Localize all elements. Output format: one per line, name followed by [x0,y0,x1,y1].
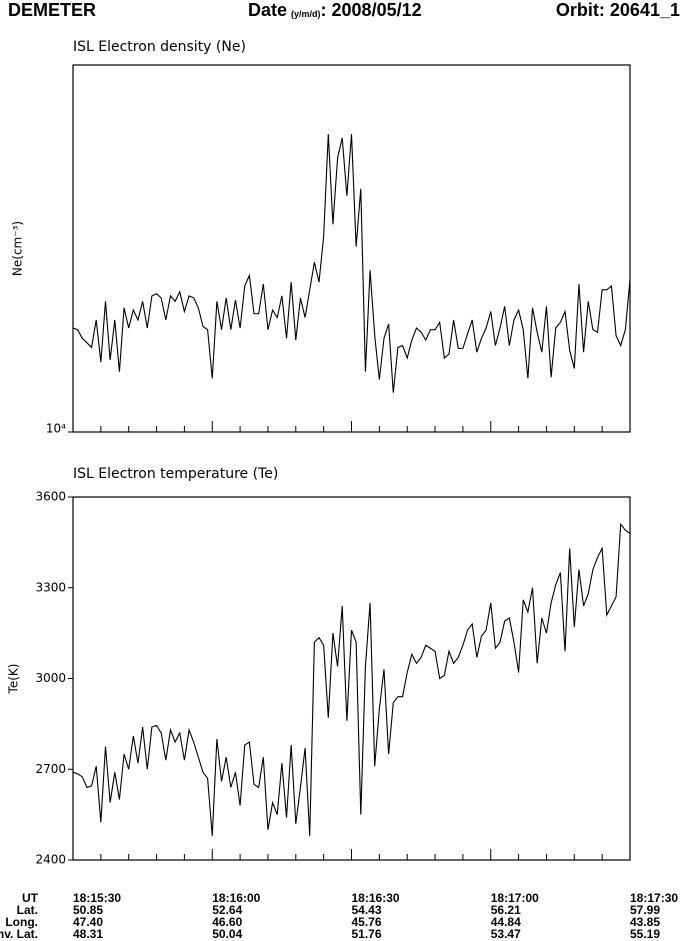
y-tick-label: 3000 [35,671,66,685]
table-cell: 44.84 [491,915,521,929]
date-label: Date [248,0,287,20]
table-cell: 45.76 [352,915,382,929]
x-tick-label: 18:16:00 [212,891,260,905]
table-cell: 54.43 [352,903,382,917]
table-cell: 57.99 [630,903,660,917]
y-tick-label: 3300 [35,580,66,594]
table-cell: 50.85 [73,903,103,917]
x-tick-label: 18:17:00 [491,891,539,905]
table-cell: 55.19 [630,927,660,941]
data-line [72,134,631,393]
table-cell: 46.60 [212,915,242,929]
table-row-label: Inv. Lat. [0,927,38,941]
table-row-label: Long. [5,915,38,929]
app-title: DEMETER [8,0,96,20]
x-tick-label: 18:16:30 [352,891,400,905]
y-tick-label: 10⁴ [46,422,66,436]
data-line [72,522,631,836]
table-row-label: Lat. [17,903,38,917]
table-cell: 48.31 [73,927,103,941]
table-cell: 53.47 [491,927,521,941]
orbit: Orbit: 20641_1 [556,0,680,20]
y-tick-label: 2700 [35,762,66,776]
date: Date (y/m/d): 2008/05/12 [248,0,422,20]
table-cell: 52.64 [212,903,242,917]
table-row-label: UT [22,891,39,905]
table-cell: 43.85 [630,915,660,929]
y-axis-label: Te(K) [7,664,21,695]
table-cell: 50.04 [212,927,242,941]
table-cell: 47.40 [73,915,103,929]
y-tick-label: 2400 [35,853,66,867]
y-tick-label: 3600 [35,490,66,504]
table-cell: 51.76 [352,927,382,941]
date-value: : 2008/05/12 [321,0,422,20]
panel-title: ISL Electron density (Ne) [73,39,246,55]
plot-frame [72,64,631,433]
date-format: (y/m/d) [291,9,321,19]
panel-title: ISL Electron temperature (Te) [73,466,278,482]
x-tick-label: 18:17:30 [630,891,678,905]
y-axis-label: Ne(cm⁻³) [11,221,25,276]
x-tick-label: 18:15:30 [73,891,121,905]
table-cell: 56.21 [491,903,521,917]
plot-frame [72,496,631,861]
